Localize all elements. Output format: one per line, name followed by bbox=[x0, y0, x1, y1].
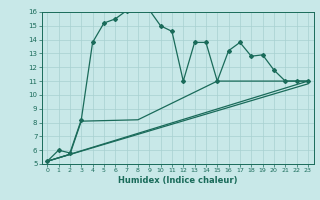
X-axis label: Humidex (Indice chaleur): Humidex (Indice chaleur) bbox=[118, 176, 237, 185]
